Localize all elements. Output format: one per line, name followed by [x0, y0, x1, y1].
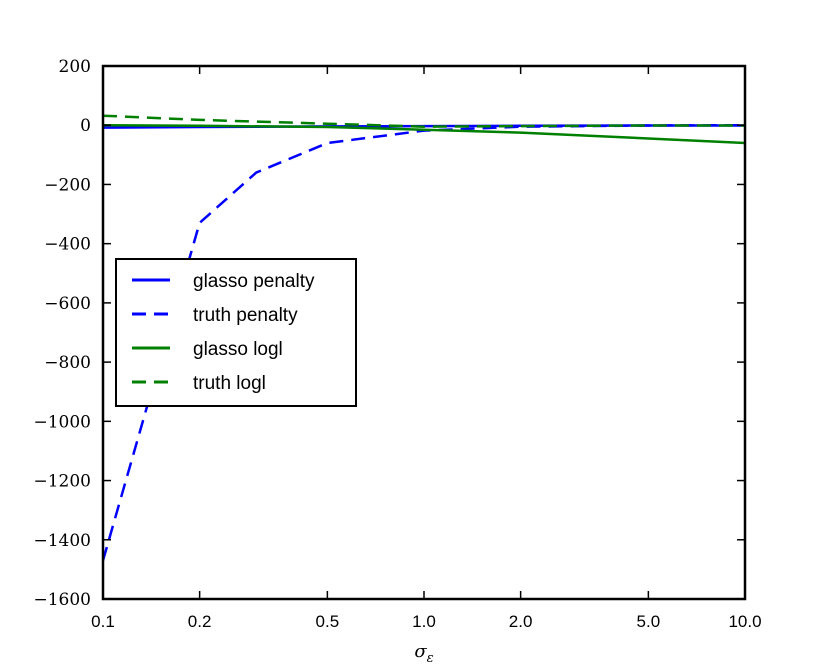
y-tick-label: −800 — [44, 353, 91, 373]
y-tick-label: −1000 — [33, 412, 91, 432]
y-tick-label: −600 — [44, 294, 91, 314]
series-line-4 — [103, 114, 745, 128]
legend-label: glasso logl — [193, 339, 283, 360]
legend-label: truth penalty — [193, 305, 298, 326]
y-tick-label: −1200 — [33, 472, 91, 492]
x-tick-label: 0.1 — [91, 612, 115, 631]
legend-label: glasso penalty — [193, 271, 315, 292]
y-tick-labels: 200 0 −200 −400 −600 −800 −1000 −1200 −1400 −1600 — [33, 57, 91, 610]
y-tick-label: −200 — [44, 175, 91, 195]
x-tick-label: 5.0 — [637, 612, 661, 631]
x-tick-label: 10.0 — [728, 612, 761, 631]
series-line-3 — [103, 123, 745, 145]
series-line-2 — [103, 123, 745, 561]
tick-marks — [102, 65, 746, 600]
x-tick-label: 2.0 — [509, 612, 533, 631]
x-tick-label: 0.5 — [316, 612, 340, 631]
x-tick-label: 0.2 — [188, 612, 212, 631]
x-tick-labels: 0.1 0.2 0.5 1.0 2.0 5.0 10.0 — [91, 612, 761, 631]
legend-label: truth logl — [193, 373, 266, 394]
x-axis-label-subscript: ε — [427, 651, 434, 666]
series-lines — [103, 114, 745, 561]
x-tick-label: 1.0 — [412, 612, 436, 631]
y-tick-label: −400 — [44, 235, 91, 255]
legend: glasso penalty truth penalty glasso logl tr… — [115, 258, 357, 407]
y-tick-label: 200 — [59, 57, 91, 77]
x-axis-label-main: σ — [414, 641, 427, 662]
y-tick-label: −1400 — [33, 531, 91, 551]
y-tick-label: −1600 — [33, 590, 91, 610]
y-tick-label: 0 — [80, 116, 91, 136]
x-axis-label: σε — [414, 641, 433, 666]
